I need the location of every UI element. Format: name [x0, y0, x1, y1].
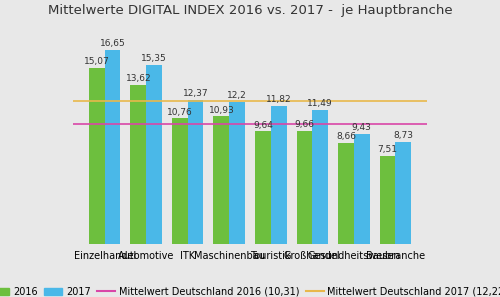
Title: Mittelwerte DIGITAL INDEX 2016 vs. 2017 -  je Hauptbranche: Mittelwerte DIGITAL INDEX 2016 vs. 2017 …	[48, 4, 452, 17]
Bar	[271, 106, 286, 244]
Text: 12,2: 12,2	[227, 91, 247, 100]
Bar	[354, 134, 370, 244]
Text: 8,66: 8,66	[336, 132, 356, 141]
Bar	[130, 85, 146, 244]
Text: 9,64: 9,64	[253, 121, 273, 130]
Text: 13,62: 13,62	[126, 74, 151, 83]
Bar	[214, 116, 229, 244]
Bar	[146, 65, 162, 244]
Bar	[380, 156, 396, 244]
Bar	[229, 102, 245, 244]
Bar	[396, 142, 411, 244]
Bar	[104, 50, 120, 244]
Text: 10,93: 10,93	[208, 106, 234, 115]
Bar	[338, 143, 354, 244]
Bar	[312, 110, 328, 244]
Text: 11,49: 11,49	[308, 99, 333, 108]
Text: 7,51: 7,51	[378, 146, 398, 154]
Text: 12,37: 12,37	[183, 89, 208, 98]
Text: 11,82: 11,82	[266, 95, 291, 104]
Text: 8,73: 8,73	[394, 131, 413, 140]
Text: 16,65: 16,65	[100, 39, 126, 48]
Legend: 2016, 2017, Mittelwert Deutschland 2016 (10,31), Mittelwert Deutschland 2017 (12: 2016, 2017, Mittelwert Deutschland 2016 …	[0, 283, 500, 297]
Text: 15,07: 15,07	[84, 58, 110, 67]
Bar	[188, 99, 204, 244]
Bar	[255, 131, 271, 244]
Bar	[296, 131, 312, 244]
Bar	[89, 68, 104, 244]
Bar	[172, 119, 188, 244]
Text: 10,76: 10,76	[167, 108, 192, 117]
Text: 9,66: 9,66	[294, 120, 314, 129]
Text: 9,43: 9,43	[352, 123, 372, 132]
Text: 15,35: 15,35	[141, 54, 167, 63]
